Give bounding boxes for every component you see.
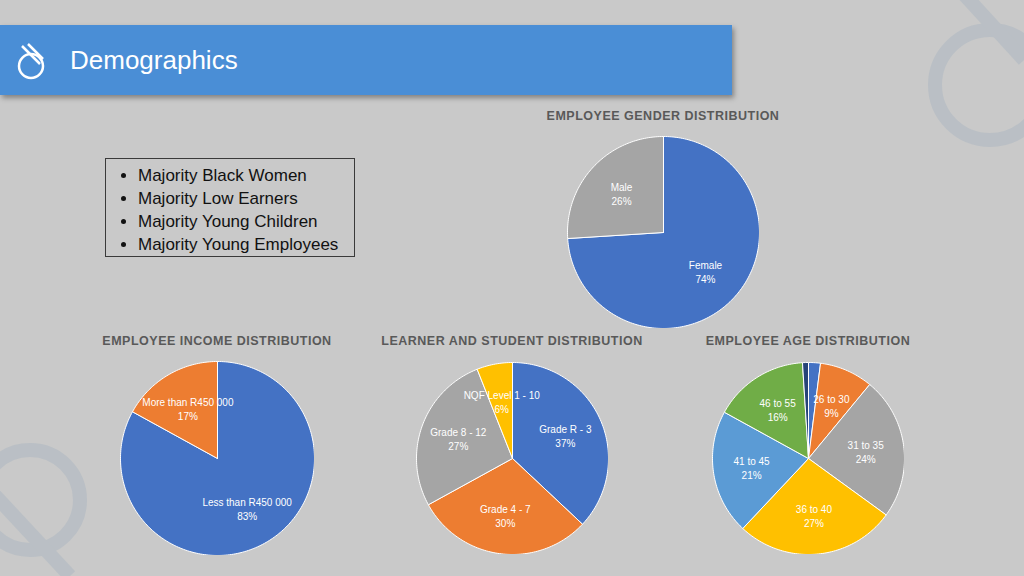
html-text:Majority Young Children: Majority Young Children bbox=[138, 212, 318, 231]
html-text:EMPLOYEE AGE DISTRIBUTION: EMPLOYEE AGE DISTRIBUTION bbox=[705, 334, 911, 348]
html-text:EMPLOYEE INCOME DISTRIBUTION: EMPLOYEE INCOME DISTRIBUTION bbox=[102, 334, 332, 348]
svg-text:NQF Level 1 - 106%: NQF Level 1 - 106% bbox=[464, 390, 541, 415]
svg-text:Female74%: Female74% bbox=[689, 260, 723, 285]
svg-text:46 to 5516%: 46 to 5516% bbox=[760, 398, 797, 423]
svg-text:36 to 4027%: 36 to 4027% bbox=[796, 504, 833, 529]
svg-text:Grade R - 337%: Grade R - 337% bbox=[539, 424, 592, 449]
html-text:Majority Low Earners: Majority Low Earners bbox=[138, 189, 298, 208]
svg-text:Grade 8 - 1227%: Grade 8 - 1227% bbox=[430, 427, 487, 452]
html-text:Demographics: Demographics bbox=[70, 45, 238, 75]
svg-text:31 to 3524%: 31 to 3524% bbox=[848, 440, 885, 465]
svg-text:More than R450 00017%: More than R450 00017% bbox=[142, 397, 234, 422]
svg-text:Male26%: Male26% bbox=[611, 182, 633, 207]
html-text:LEARNER AND STUDENT DISTRIBUTI: LEARNER AND STUDENT DISTRIBUTION bbox=[381, 334, 643, 348]
html-text:EMPLOYEE GENDER DISTRIBUTION: EMPLOYEE GENDER DISTRIBUTION bbox=[546, 109, 780, 123]
html-text:Majority Young Employees: Majority Young Employees bbox=[138, 235, 339, 254]
svg-text:41 to 4521%: 41 to 4521% bbox=[734, 456, 771, 481]
svg-text:Grade 4 - 730%: Grade 4 - 730% bbox=[480, 504, 531, 529]
html-text:Majority Black Women: Majority Black Women bbox=[138, 166, 307, 185]
svg-text:Less than R450 00083%: Less than R450 00083% bbox=[202, 497, 292, 522]
svg-text:26 to 309%: 26 to 309% bbox=[813, 394, 850, 419]
